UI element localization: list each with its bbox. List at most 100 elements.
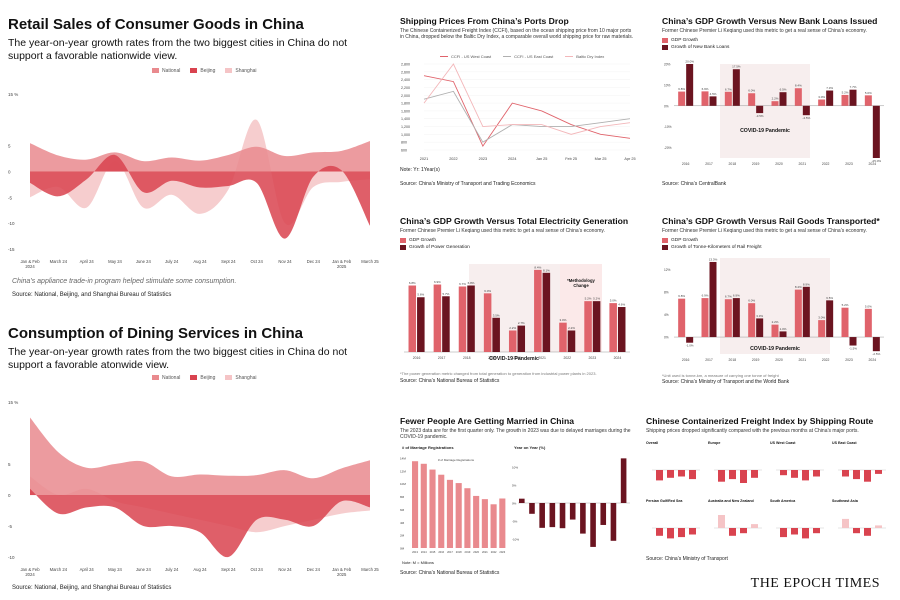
yoy-bar [600,503,607,525]
x-tick-label: 2023 [499,550,505,554]
gdp-bar [794,289,802,338]
area-beijing [30,154,370,239]
data-label: 20.0% [685,60,694,64]
line-0 [423,75,631,148]
gdp-bar [508,330,517,352]
x-tick-label: 2016 [438,550,444,554]
area-national [30,141,370,172]
married-panel: Fewer People Are Getting Married in Chin… [400,416,636,440]
route-bar [842,518,849,528]
metric-bar [732,69,740,106]
x-tick-label: Jan 25 [536,157,547,161]
x-tick-label: 2016 [682,162,690,166]
data-label: -25.0% [872,159,882,163]
x-tick-label: 2021 [538,356,546,360]
y-tick-label: -15 [8,247,15,252]
x-tick-label: Sept 24 [221,259,236,264]
x-tick-label: Nov 24 [278,567,292,572]
y-tick-label: 0 [8,493,11,498]
y-tick-label: -10 [8,221,15,226]
data-label: 6.5% [780,88,787,92]
x-tick-label: 2019 [488,356,496,360]
yoy-bar [539,503,545,528]
x-tick-label: Mar 25 [595,157,607,161]
metric-bar [686,64,694,106]
data-label: 13.3% [709,257,718,261]
data-label: -2.5% [872,352,880,356]
shipping-subtitle: The Chinese Containerized Freight Index … [400,28,634,41]
route-bar [842,470,849,477]
yoy-bar [569,503,576,520]
data-label: 6.0% [748,299,755,303]
gdp-bar [534,269,542,352]
yoy-bar [610,503,617,541]
route-title: Persian Gulf/Red Sea [646,499,683,503]
gdp-bar [483,293,492,352]
data-label: 4.6% [618,303,625,307]
data-label: 5.2% [593,297,600,301]
x-tick-label: Aug 24 [193,259,207,264]
gdp-bar [864,95,872,106]
metric-bar [872,105,880,158]
x-tick-label: 2017 [438,356,446,360]
x-tick-label: 2021 [799,358,807,362]
route-bar [678,470,685,477]
route-bar [751,470,758,478]
retail-subtitle: The year-on-year growth rates from the t… [8,37,348,62]
y-tick-label: 4M [400,521,405,525]
metric-bar [849,337,857,346]
data-label: -4.5% [802,116,810,120]
y-tick-label: -10 [8,555,15,560]
x-tick-label: April 24 [80,567,95,572]
y-tick-label: 5 [8,144,11,149]
y-tick-label: -5% [512,520,518,524]
data-label: 6.9% [434,280,441,284]
x-tick-label: Feb 25 [565,157,577,161]
route-bar [864,528,871,536]
data-label: 6.9% [702,294,709,298]
x-tick-label: July 24 [165,567,179,572]
registration-bar [412,461,419,548]
x-tick-label: 2022 [449,157,457,161]
x-tick-label: March 25 [361,567,379,572]
x-tick-label: Dec 24 [307,567,321,572]
electric-source: Source: China’s National Bureau of Stati… [400,378,500,384]
x-tick-label: 2021 [420,157,428,161]
registration-bar [473,495,480,548]
metric-bar [756,105,764,114]
gdp-bar [864,308,872,338]
loans-title: China’s GDP Growth Versus New Bank Loans… [662,16,878,26]
rail-panel: China’s GDP Growth Versus Rail Goods Tra… [662,216,892,251]
married-left-label: # of Marriage Registrations [402,445,454,450]
x-tick-label: Jan & Feb [20,567,40,572]
gdp-bar [559,322,567,352]
y-tick-label: 5 [8,462,11,467]
x-tick-label: 2024 [614,356,622,360]
route-bar [667,528,674,539]
data-label: 6.8% [678,294,685,298]
dining-legend: National Beijing Shanghai [152,375,257,381]
freight-subtitle: Shipping prices dropped significantly co… [646,428,859,434]
x-tick-label: 2024 [25,572,35,577]
data-label: 2.7% [518,321,525,325]
metric-bar [802,286,810,338]
registration-bar [490,504,497,548]
y-tick-label: 2,400 [401,78,410,82]
metric-bar [872,337,880,352]
x-tick-label: 2022 [822,162,830,166]
metric-bar [849,89,857,106]
yoy-bar [559,503,566,529]
y-tick-label: 0 [8,170,11,175]
metric-bar [779,92,787,106]
gdp-bar [841,307,849,338]
retail-panel: Retail Sales of Consumer Goods in China … [8,16,380,63]
data-label: 6.8% [468,281,475,285]
epoch-times-logo: THE EPOCH TIMES [750,576,880,591]
data-label: 2.2% [772,320,779,324]
x-tick-label: Dec 24 [307,259,321,264]
dining-subtitle: The year-on-year growth rates from the t… [8,346,348,371]
x-tick-label: 2024 [508,157,516,161]
data-label: 8.1% [543,268,550,272]
